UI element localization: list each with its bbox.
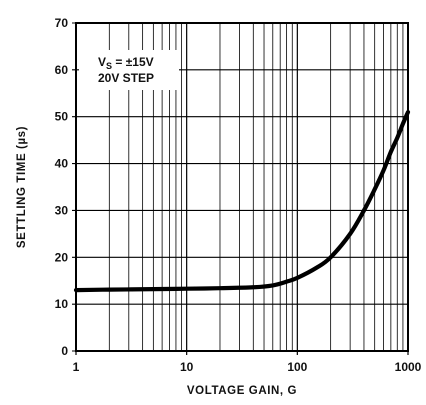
y-tick-label: 30 <box>55 203 69 217</box>
y-tick-labels: 0 10 20 30 40 50 60 70 <box>55 16 69 358</box>
annotation-supply: VS = ±15V <box>98 55 154 71</box>
annotation-supply-main: V <box>98 55 106 69</box>
y-tick-label: 60 <box>55 63 69 77</box>
x-tick-label: 1000 <box>395 360 422 374</box>
annotation-background <box>79 50 179 90</box>
plot-frame <box>75 22 409 352</box>
y-tick-label: 0 <box>61 344 68 358</box>
y-tick-label: 20 <box>55 250 69 264</box>
settling-time-curve <box>73 109 411 293</box>
annotation-supply-sub: S <box>106 61 112 71</box>
y-axis-title: SETTLING TIME (µs) <box>16 126 28 248</box>
annotation-box: VS = ±15V 20V STEP <box>79 50 179 90</box>
y-tick-label: 40 <box>55 157 69 171</box>
series-layer <box>73 109 411 293</box>
y-tick-label: 10 <box>55 297 69 311</box>
x-tick-label: 100 <box>287 360 307 374</box>
y-tick-label: 70 <box>55 16 69 30</box>
annotation-supply-rest: = ±15V <box>112 55 154 69</box>
x-tick-labels: 1 10 100 1000 <box>73 360 422 374</box>
annotation-step: 20V STEP <box>98 71 154 85</box>
x-tick-label: 10 <box>180 360 194 374</box>
x-axis-title: VOLTAGE GAIN, G <box>187 385 297 397</box>
y-tick-label: 50 <box>55 110 69 124</box>
x-tick-label: 1 <box>73 360 80 374</box>
